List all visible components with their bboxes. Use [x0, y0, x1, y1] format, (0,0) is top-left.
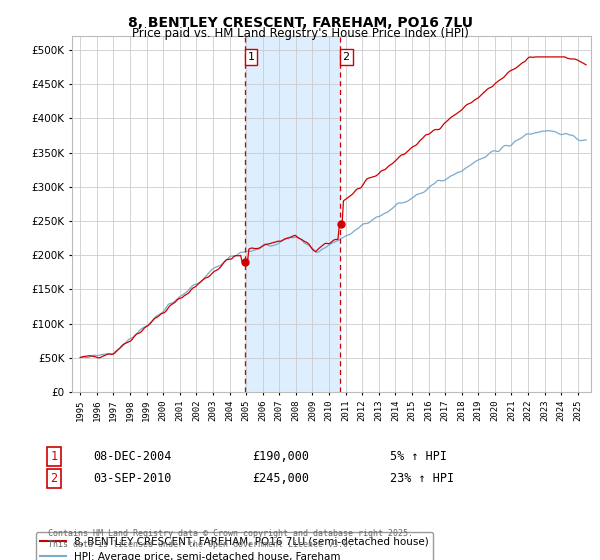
Text: £245,000: £245,000 — [252, 472, 309, 486]
Text: Price paid vs. HM Land Registry's House Price Index (HPI): Price paid vs. HM Land Registry's House … — [131, 27, 469, 40]
Text: 23% ↑ HPI: 23% ↑ HPI — [390, 472, 454, 486]
Text: 03-SEP-2010: 03-SEP-2010 — [93, 472, 172, 486]
Text: £190,000: £190,000 — [252, 450, 309, 463]
Text: 8, BENTLEY CRESCENT, FAREHAM, PO16 7LU: 8, BENTLEY CRESCENT, FAREHAM, PO16 7LU — [128, 16, 473, 30]
Text: 1: 1 — [50, 450, 58, 463]
Legend: 8, BENTLEY CRESCENT, FAREHAM, PO16 7LU (semi-detached house), HPI: Average price: 8, BENTLEY CRESCENT, FAREHAM, PO16 7LU (… — [35, 533, 433, 560]
Text: Contains HM Land Registry data © Crown copyright and database right 2025.
This d: Contains HM Land Registry data © Crown c… — [48, 529, 413, 549]
Bar — [245, 36, 340, 392]
Text: 1: 1 — [247, 52, 254, 62]
Text: 5% ↑ HPI: 5% ↑ HPI — [390, 450, 447, 463]
Text: 08-DEC-2004: 08-DEC-2004 — [93, 450, 172, 463]
Text: 2: 2 — [50, 472, 58, 486]
Text: 2: 2 — [343, 52, 350, 62]
